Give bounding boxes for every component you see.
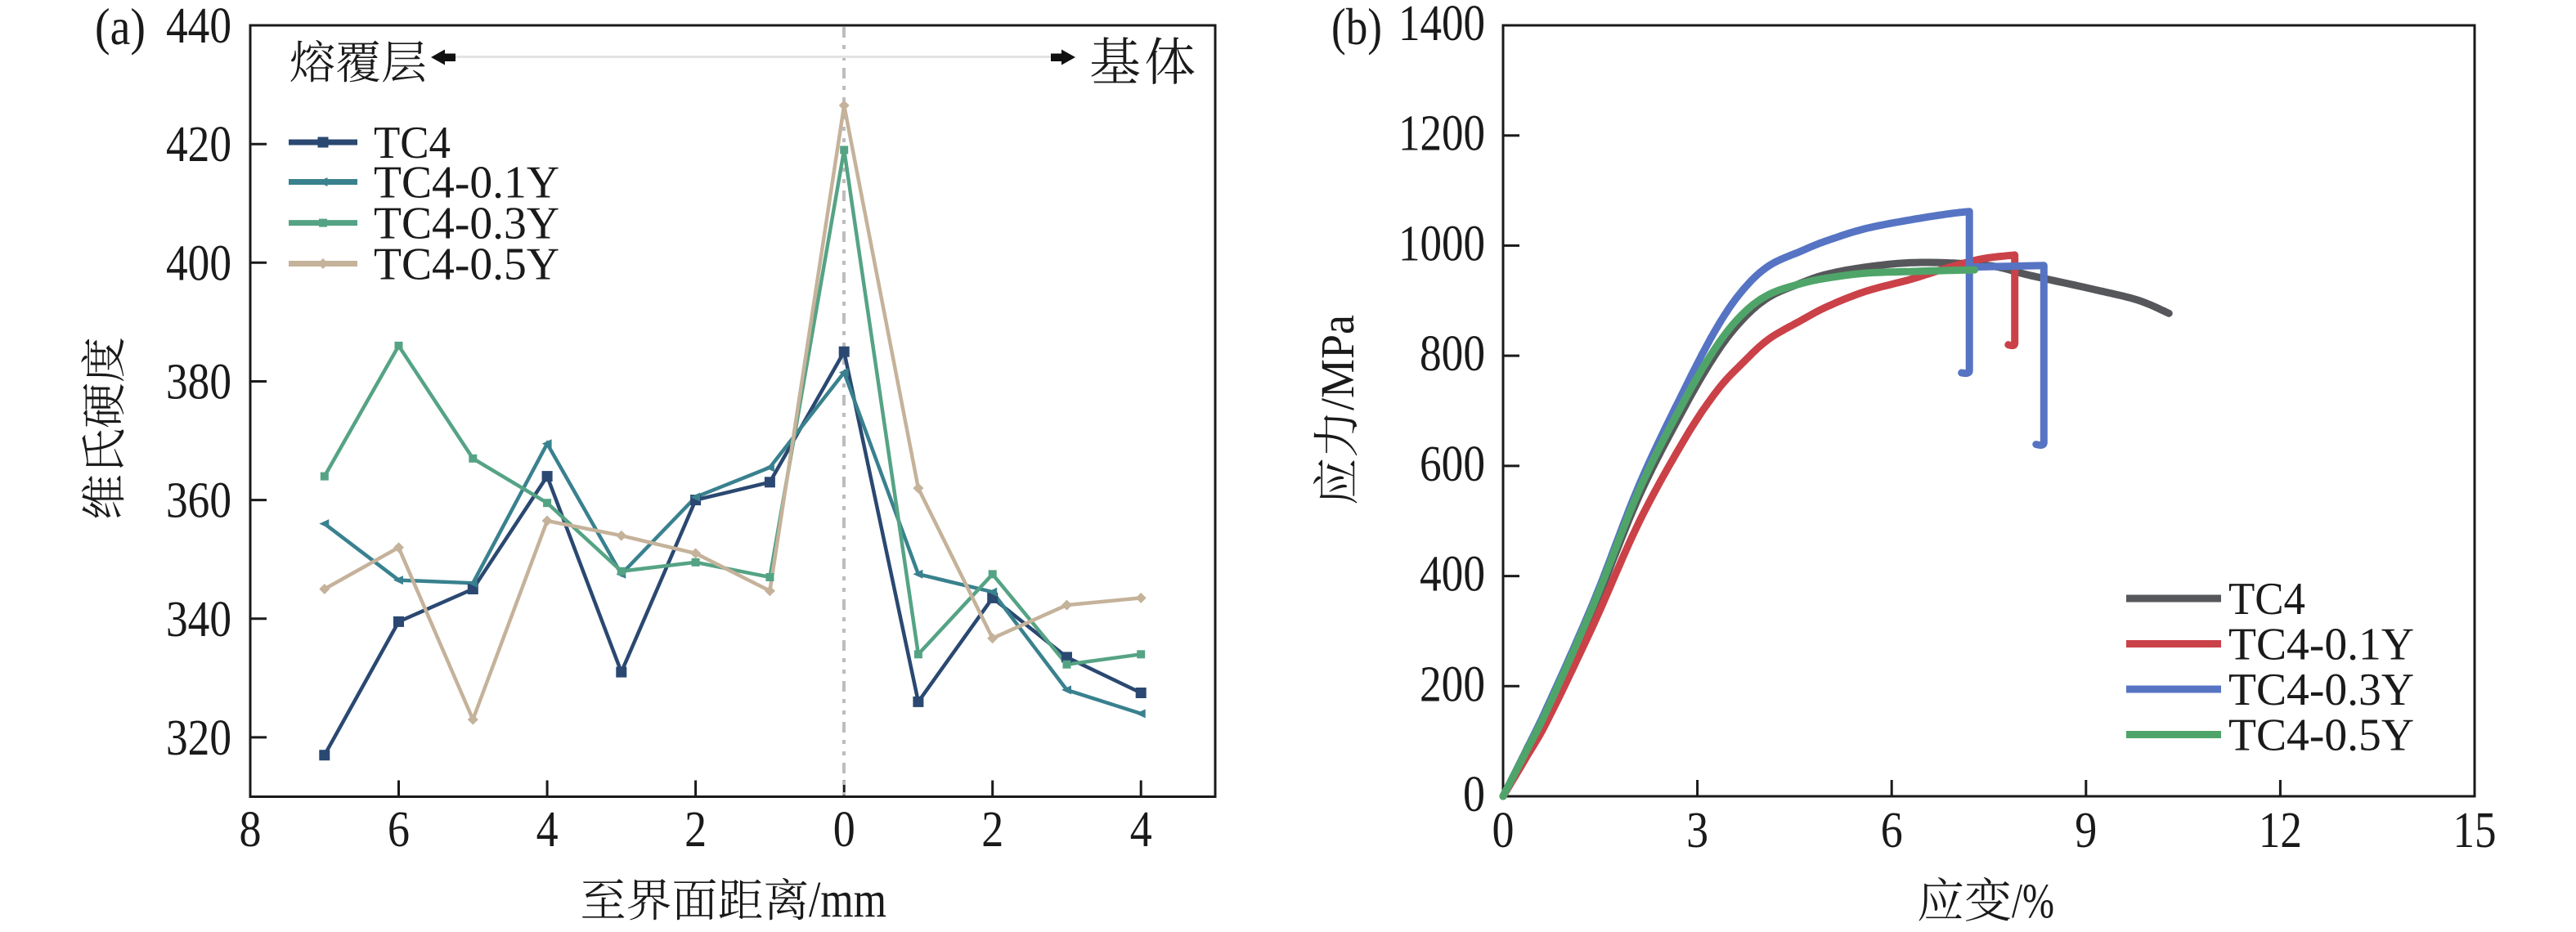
- svg-text:TC4-0.3Y: TC4-0.3Y: [2228, 665, 2414, 715]
- svg-text:340: 340: [166, 592, 231, 647]
- svg-text:2: 2: [981, 802, 1003, 858]
- svg-text:(b): (b): [1331, 0, 1382, 56]
- svg-text:600: 600: [1420, 437, 1485, 492]
- svg-text:400: 400: [1420, 547, 1485, 603]
- svg-text:0: 0: [833, 802, 855, 858]
- svg-text:TC4-0.3Y: TC4-0.3Y: [374, 199, 559, 249]
- svg-text:(a): (a): [95, 0, 146, 56]
- svg-text:4: 4: [536, 802, 559, 858]
- svg-text:TC4-0.1Y: TC4-0.1Y: [2228, 620, 2414, 670]
- svg-text:/MPa: /MPa: [1311, 315, 1364, 410]
- svg-text:TC4: TC4: [374, 118, 451, 168]
- svg-text:9: 9: [2075, 803, 2097, 858]
- svg-text:1400: 1400: [1398, 0, 1485, 52]
- svg-text:15: 15: [2453, 803, 2497, 858]
- svg-text:TC4-0.1Y: TC4-0.1Y: [374, 158, 559, 208]
- svg-text:6: 6: [388, 802, 410, 858]
- svg-text:200: 200: [1420, 656, 1485, 712]
- svg-text:3: 3: [1686, 803, 1708, 858]
- svg-text:0: 0: [1492, 803, 1515, 858]
- svg-text:2: 2: [684, 802, 707, 858]
- svg-text:12: 12: [2259, 803, 2302, 858]
- svg-text:1200: 1200: [1398, 106, 1485, 162]
- svg-text:320: 320: [166, 710, 231, 766]
- svg-text:440: 440: [166, 0, 231, 54]
- svg-text:6: 6: [1881, 803, 1903, 858]
- svg-text:4: 4: [1130, 802, 1152, 858]
- svg-text:TC4-0.5Y: TC4-0.5Y: [2228, 710, 2414, 761]
- svg-text:/mm: /mm: [809, 872, 886, 928]
- svg-text:1000: 1000: [1398, 216, 1485, 271]
- svg-text:380: 380: [166, 355, 231, 410]
- svg-text:400: 400: [166, 235, 231, 291]
- svg-text:800: 800: [1420, 326, 1485, 382]
- svg-text:360: 360: [166, 473, 231, 529]
- svg-text:8: 8: [240, 802, 262, 858]
- svg-text:TC4-0.5Y: TC4-0.5Y: [374, 240, 559, 290]
- svg-text:/%: /%: [2012, 874, 2054, 928]
- svg-text:TC4: TC4: [2228, 574, 2305, 625]
- svg-text:420: 420: [166, 117, 231, 173]
- svg-text:0: 0: [1463, 767, 1485, 822]
